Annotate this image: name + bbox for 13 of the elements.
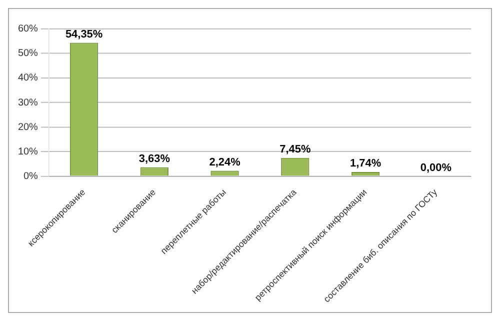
y-tick-label: 50%: [18, 48, 38, 60]
data-label: 1,74%: [350, 158, 382, 170]
y-tick-label: 20%: [18, 122, 38, 133]
data-label: 3,63%: [138, 152, 170, 165]
data-label: 0,00%: [420, 162, 452, 174]
data-label: 54,35%: [65, 28, 103, 40]
y-tick-label: 10%: [18, 146, 38, 158]
y-tick-label: 30%: [18, 97, 38, 108]
y-tick-label: 0%: [24, 170, 38, 182]
y-tick-label: 40%: [18, 72, 38, 84]
y-tick-label: 60%: [18, 24, 38, 35]
data-label: 2,24%: [209, 156, 241, 168]
data-label: 7,45%: [280, 144, 311, 156]
